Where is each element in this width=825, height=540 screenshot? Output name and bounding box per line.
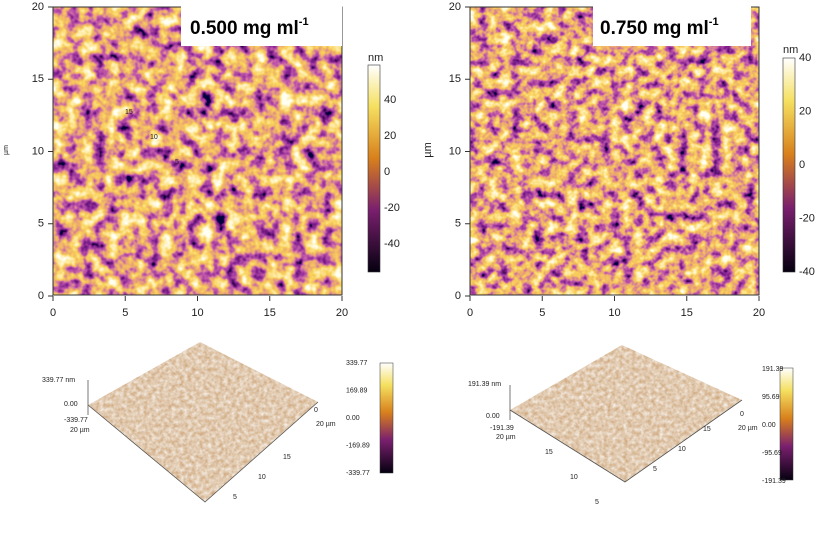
depth-tick-label: 10 (150, 134, 158, 141)
colorbar-tick-label: -95.69 (762, 450, 782, 457)
axis-end: 20 µm (316, 421, 336, 428)
surface-axis (87, 401, 319, 503)
label-text: 0.750 mg ml (600, 18, 709, 39)
concentration-label: 0.500 mg ml-1 (190, 16, 309, 39)
y-axis-label: µm (3, 145, 10, 155)
y-tick-label: 10 (32, 145, 44, 157)
y-tick-label: 20 (449, 1, 461, 13)
afm-map (470, 7, 759, 295)
z-label: -191.39 (490, 425, 514, 432)
z-label: 0.00 (64, 401, 78, 408)
y-tick-label: 10 (449, 145, 461, 157)
x-tick-label: 20 (753, 307, 765, 319)
colorbar-tick-label: 0 (384, 166, 390, 178)
depth-tick-label: 10 (570, 474, 578, 481)
side-tick-label: 15 (703, 426, 711, 433)
colorbar-tick-label: 0.00 (346, 415, 360, 422)
depth-tick-label: 5 (175, 159, 179, 166)
colorbar (779, 367, 794, 481)
label-sup: -1 (709, 16, 719, 28)
colorbar-tick-label: 169.89 (346, 387, 368, 394)
side-tick-label: 10 (258, 474, 266, 481)
x-tick-label: 20 (336, 307, 348, 319)
concentration-label: 0.750 mg ml-1 (600, 16, 719, 39)
label-sup: -1 (299, 16, 309, 28)
y-tick-label: 15 (32, 73, 44, 85)
colorbar-tick-label: -20 (384, 202, 400, 214)
colorbar-tick-label: -191.39 (762, 478, 786, 485)
colorbar-tick-label: -169.89 (346, 442, 370, 449)
axis-end: 20 µm (70, 427, 90, 434)
colorbar-tick-label: 95.69 (762, 394, 780, 401)
side-tick-label: 10 (678, 446, 686, 453)
colorbar (379, 362, 394, 474)
colorbar-tick-label: -339.77 (346, 470, 370, 477)
z-label: 339.77 nm (42, 377, 75, 384)
colorbar-tick-label: 40 (799, 52, 811, 64)
label-box (181, 4, 342, 46)
y-tick-label: 15 (449, 73, 461, 85)
x-tick-label: 10 (191, 307, 203, 319)
y-tick-label: 5 (38, 218, 44, 230)
surface-3d (88, 342, 318, 502)
depth-tick-label: 15 (125, 109, 133, 116)
side-tick-label: 5 (653, 466, 657, 473)
colorbar-tick-label: 339.77 (346, 360, 368, 367)
colorbar (367, 64, 381, 273)
y-tick-label: 20 (32, 1, 44, 13)
colorbar (782, 57, 796, 273)
axis-end: 20 µm (496, 434, 516, 441)
x-tick-label: 0 (467, 307, 473, 319)
colorbar-tick-label: 40 (384, 94, 396, 106)
label-text: 0.500 mg ml (190, 18, 299, 39)
y-tick-label: 5 (455, 218, 461, 230)
axis-zero: 0 (314, 407, 318, 414)
z-label: -339.77 (64, 417, 88, 424)
x-tick-label: 0 (50, 307, 56, 319)
z-label: 0.00 (486, 413, 500, 420)
y-axis-label: µm (422, 142, 434, 158)
z-label: 191.39 nm (468, 381, 501, 388)
colorbar-tick-label: 0 (799, 159, 805, 171)
colorbar-unit: nm (783, 44, 798, 56)
x-tick-label: 5 (122, 307, 128, 319)
colorbar-tick-label: 0.00 (762, 422, 776, 429)
x-tick-label: 5 (539, 307, 545, 319)
label-box (593, 4, 751, 46)
side-tick-label: 5 (233, 494, 237, 501)
depth-tick-label: 15 (545, 449, 553, 456)
colorbar-tick-label: 20 (799, 105, 811, 117)
surface-3d (510, 345, 742, 482)
colorbar-unit: nm (368, 52, 383, 64)
y-tick-label: 0 (38, 290, 44, 302)
y-tick-label: 0 (455, 290, 461, 302)
colorbar-tick-label: 20 (384, 130, 396, 142)
surface-axis (509, 399, 743, 483)
x-tick-label: 10 (608, 307, 620, 319)
side-tick-label: 15 (283, 454, 291, 461)
colorbar-tick-label: -20 (799, 212, 815, 224)
afm-map (53, 7, 342, 295)
x-tick-label: 15 (681, 307, 693, 319)
axis-zero: 0 (740, 411, 744, 418)
x-tick-label: 15 (264, 307, 276, 319)
axis-end: 20 µm (738, 425, 758, 432)
colorbar-tick-label: -40 (384, 238, 400, 250)
colorbar-tick-label: -40 (799, 266, 815, 278)
depth-tick-label: 5 (595, 499, 599, 506)
colorbar-tick-label: 191.39 (762, 366, 784, 373)
